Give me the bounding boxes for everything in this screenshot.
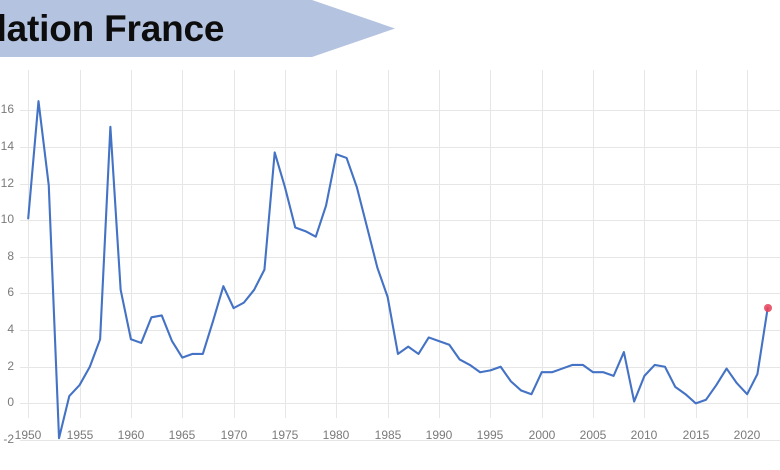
x-axis-tick-label: 2000: [528, 428, 556, 442]
y-axis-tick-label: 16: [0, 102, 14, 116]
x-axis-tick-label: 1950: [14, 428, 42, 442]
gridline-vertical: [285, 70, 286, 418]
gridline-horizontal: [20, 403, 780, 404]
y-axis-tick-label: 10: [0, 212, 14, 226]
x-axis-tick-label: 1980: [322, 428, 350, 442]
gridline-vertical: [747, 70, 748, 418]
chart-plot-area: 16 14 12 10 8 6 4 2 0 -2 1950 1955 1960 1965 1970 1975…: [0, 70, 780, 446]
gridline-vertical: [593, 70, 594, 418]
x-axis-tick-label: 2020: [733, 428, 761, 442]
gridline-vertical: [131, 70, 132, 418]
gridline-vertical: [80, 70, 81, 418]
x-axis-tick-label: 1975: [271, 428, 299, 442]
y-axis-tick-label: 6: [7, 285, 14, 299]
series-polyline: [27, 100, 769, 440]
inflation-line-series: [27, 100, 769, 440]
x-axis-tick-label: 1970: [220, 428, 248, 442]
x-axis-tick-label: 2015: [682, 428, 710, 442]
gridline-vertical: [28, 70, 29, 418]
gridline-horizontal: [20, 330, 780, 331]
gridline-horizontal: [20, 440, 780, 441]
gridline-vertical: [388, 70, 389, 418]
gridline-horizontal: [20, 147, 780, 148]
gridline-vertical: [696, 70, 697, 418]
gridline-horizontal: [20, 257, 780, 258]
x-axis-tick-label: 1960: [117, 428, 145, 442]
page-title: Inflation France: [0, 8, 225, 49]
gridline-vertical: [336, 70, 337, 418]
gridline-horizontal: [20, 110, 780, 111]
y-axis-tick-label: 14: [0, 139, 14, 153]
y-axis-tick-label: 2: [7, 359, 14, 373]
gridline-vertical: [490, 70, 491, 418]
gridline-vertical: [182, 70, 183, 418]
x-axis-tick-label: 2005: [579, 428, 607, 442]
x-axis-tick-label: 2010: [630, 428, 658, 442]
x-axis-tick-label: 1995: [476, 428, 504, 442]
gridline-vertical: [542, 70, 543, 418]
y-axis-tick-label: 8: [7, 249, 14, 263]
title-banner: [0, 0, 395, 57]
gridline-horizontal: [20, 293, 780, 294]
y-axis-tick-label: 4: [7, 322, 14, 336]
x-axis-tick-label: 1990: [425, 428, 453, 442]
y-axis-tick-label: 0: [7, 395, 14, 409]
latest-value-marker: [763, 304, 772, 313]
gridline-vertical: [644, 70, 645, 418]
y-axis-tick-label: -2: [3, 432, 14, 446]
gridline-vertical: [234, 70, 235, 418]
x-axis-tick-label: 1965: [168, 428, 196, 442]
x-axis-tick-label: 1955: [66, 428, 94, 442]
y-axis-tick-label: 12: [0, 176, 14, 190]
gridline-horizontal: [20, 184, 780, 185]
gridline-horizontal: [20, 220, 780, 221]
x-axis-tick-label: 1985: [374, 428, 402, 442]
gridline-vertical: [439, 70, 440, 418]
gridline-horizontal: [20, 367, 780, 368]
